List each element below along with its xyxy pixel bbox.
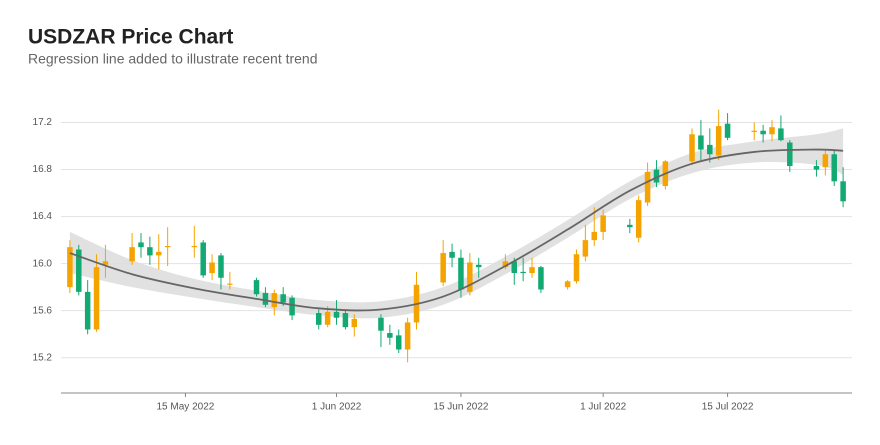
candle-body	[635, 200, 642, 238]
candle-body	[378, 317, 384, 331]
candle-body	[218, 255, 224, 278]
candle-body	[813, 166, 820, 170]
candle-body	[84, 291, 91, 330]
candle-body	[404, 322, 411, 350]
candle-body	[253, 280, 260, 295]
candle-body	[315, 313, 322, 325]
candle-body	[395, 335, 402, 350]
candle-body	[698, 135, 704, 150]
candle-body	[342, 313, 349, 328]
candle-body	[262, 293, 269, 305]
candle-body	[333, 311, 340, 318]
y-tick-label: 16.8	[33, 164, 53, 175]
candle-body	[831, 154, 837, 182]
chart-title: USDZAR Price Chart	[28, 26, 233, 49]
candle-body	[538, 267, 544, 290]
y-tick-label: 16.0	[33, 258, 53, 269]
candle-body	[475, 264, 482, 268]
candle-body	[511, 261, 518, 274]
candle-body	[840, 181, 846, 202]
y-tick-label: 17.2	[33, 117, 53, 128]
candle-body	[191, 246, 198, 248]
candle-body	[520, 271, 526, 274]
candle-body	[156, 251, 162, 256]
x-tick-label: 15 Jul 2022	[702, 402, 754, 413]
candle-body	[138, 242, 144, 248]
y-tick-label: 15.6	[33, 305, 53, 316]
candle-body	[502, 261, 509, 268]
candle-body	[707, 144, 713, 155]
candle-body	[324, 311, 331, 325]
candle-body	[529, 267, 535, 274]
candle-body	[751, 130, 757, 132]
candle-body	[440, 253, 446, 283]
candle-body	[387, 333, 393, 338]
candle-body	[769, 127, 775, 135]
x-tick-label: 15 Jun 2022	[433, 402, 488, 413]
candle-body	[209, 262, 215, 274]
candle-body	[449, 251, 455, 258]
trend-line	[69, 148, 844, 312]
candle-body	[600, 215, 606, 232]
candle-body	[467, 262, 473, 292]
candle-body	[458, 257, 464, 290]
candle-body	[778, 128, 784, 141]
y-tick-label: 16.4	[33, 211, 53, 222]
candle-body	[689, 134, 695, 162]
candle-body	[627, 224, 633, 228]
candle-body	[147, 247, 153, 256]
candle-body	[351, 318, 358, 328]
x-tick-label: 1 Jun 2022	[312, 402, 362, 413]
y-tick-label: 15.2	[33, 352, 53, 363]
candle-body	[227, 283, 233, 285]
confidence-band	[69, 128, 844, 319]
candle-body	[822, 154, 829, 168]
candle-body	[591, 231, 598, 241]
candle-body	[164, 246, 171, 248]
candle-body	[76, 249, 82, 292]
candle-body	[787, 142, 793, 167]
candle-body	[564, 281, 571, 288]
chart-subtitle: Regression line added to illustrate rece…	[28, 51, 318, 67]
candle-body	[129, 247, 135, 262]
candle-body	[200, 242, 206, 276]
candle-body	[760, 130, 766, 135]
candle-body	[102, 261, 109, 265]
candle-body	[67, 247, 73, 288]
candle-body	[271, 293, 278, 308]
candle-body	[93, 267, 100, 330]
candle-body	[280, 294, 286, 303]
candle-body	[724, 123, 731, 138]
candle-body	[573, 254, 580, 282]
candle-body	[289, 297, 295, 316]
candle-body	[644, 171, 651, 203]
x-tick-label: 1 Jul 2022	[580, 402, 627, 413]
candle-body	[653, 169, 660, 183]
candle-body	[582, 240, 589, 257]
x-tick-label: 15 May 2022	[157, 402, 215, 413]
candle-body	[715, 126, 722, 156]
